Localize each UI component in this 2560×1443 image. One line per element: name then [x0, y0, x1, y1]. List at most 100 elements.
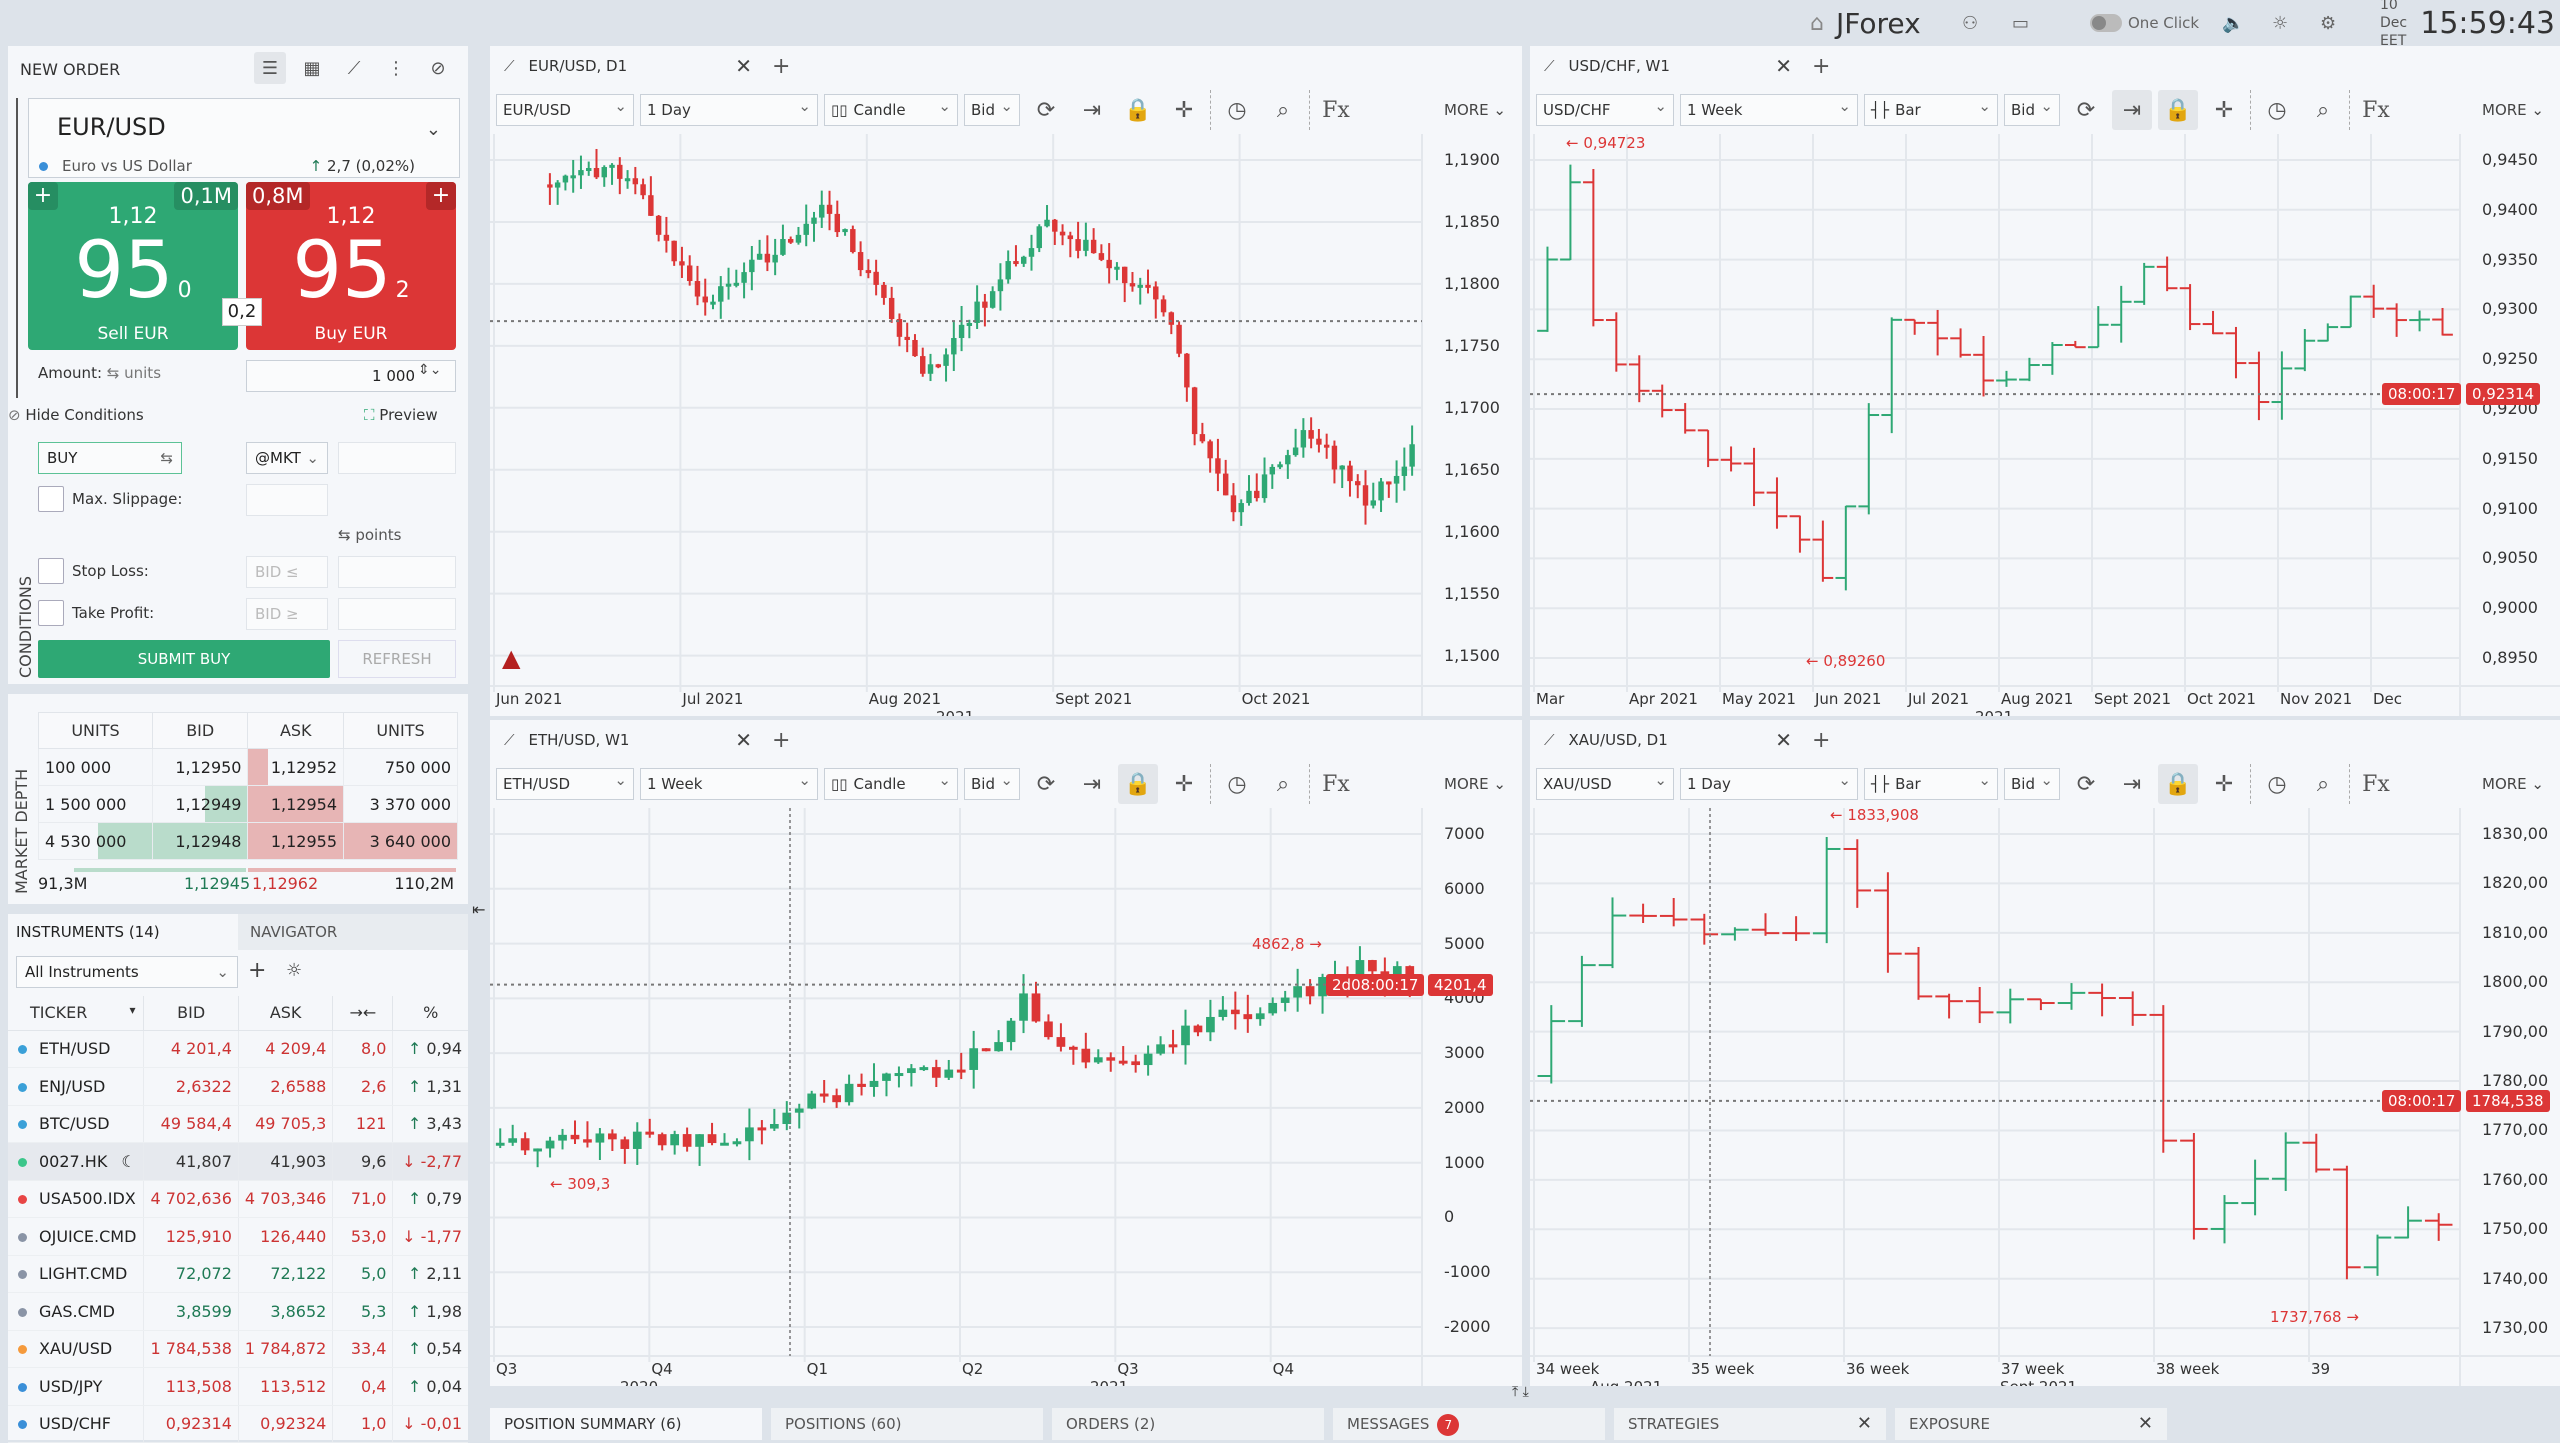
side-field[interactable]: BUY ⇆	[38, 442, 182, 474]
order-settings-icon[interactable]: ☰	[254, 52, 286, 84]
one-click-toggle[interactable]: One Click	[2090, 0, 2199, 46]
theme-icon[interactable]: ☼	[2272, 12, 2289, 34]
chat-icon[interactable]: ▭	[2012, 12, 2030, 34]
chart-type-select[interactable]: ▯▯ Candle	[824, 765, 958, 800]
stop-loss-points-input[interactable]	[338, 556, 456, 588]
plus-icon[interactable]: +	[28, 182, 58, 210]
chart-plot[interactable]: 7000 6000 5000 4000 3000 2000 1000 0 -1000 -2000 Q…	[490, 808, 1522, 1386]
col-bid[interactable]: BID	[143, 996, 239, 1031]
clock-icon[interactable]: ◷	[1227, 97, 1247, 123]
refresh-icon[interactable]: ⟳	[1036, 97, 1056, 123]
price-chart[interactable]	[1530, 808, 2560, 1386]
toggle-switch[interactable]	[2090, 14, 2122, 32]
close-icon[interactable]: ✕	[1856, 1413, 1872, 1434]
refresh-icon[interactable]: ⟳	[1036, 771, 1056, 797]
indicators-icon[interactable]: Fx	[1322, 771, 1350, 797]
price-chart[interactable]	[490, 808, 1522, 1386]
period-select[interactable]: 1 Day	[1680, 765, 1858, 800]
more-vert-icon[interactable]: ⋮	[387, 57, 405, 79]
tab-strategies[interactable]: STRATEGIES ✕	[1614, 1408, 1886, 1440]
chart-type-select[interactable]: ┤├ Bar	[1864, 91, 1998, 126]
instrument-row[interactable]: GAS.CMD 3,8599 3,8652 5,3 ↑ 1,98	[8, 1292, 468, 1331]
take-profit-checkbox[interactable]	[38, 600, 64, 626]
order-type-select[interactable]: @MKT ⌄	[246, 442, 328, 474]
side-select[interactable]: Bid	[2004, 91, 2060, 126]
hide-conditions-toggle[interactable]: ⊘ Hide Conditions	[8, 406, 144, 424]
add-tab-icon[interactable]: +	[772, 727, 791, 753]
collapse-handle-icon[interactable]: ⇤	[472, 900, 486, 919]
close-icon[interactable]: ✕	[1775, 728, 1792, 752]
lock-icon[interactable]: 🔒	[2158, 764, 2198, 804]
instrument-row[interactable]: ETH/USD 4 201,4 4 209,4 8,0 ↑ 0,94	[8, 1030, 468, 1068]
crosshair-icon[interactable]: ✛	[1174, 771, 1194, 797]
depth-row[interactable]: 1 500 000 1,12949 1,12954 3 370 000	[38, 785, 458, 823]
submit-buy-button[interactable]: SUBMIT BUY	[38, 640, 330, 678]
close-icon[interactable]: ✕	[1775, 54, 1792, 78]
period-select[interactable]: 1 Day	[640, 91, 818, 126]
crosshair-icon[interactable]: ✛	[2214, 771, 2234, 797]
tab-instruments[interactable]: INSTRUMENTS (14)	[8, 914, 230, 950]
gear-icon[interactable]: ⚙	[2320, 12, 2337, 34]
swap-icon[interactable]: ⇆	[106, 364, 125, 382]
instrument-select[interactable]: EUR/USD	[496, 91, 634, 126]
zoom-icon[interactable]: ⌕	[2316, 771, 2330, 797]
hide-icon[interactable]: ⊘	[430, 57, 446, 79]
zoom-icon[interactable]: ⌕	[2316, 97, 2330, 123]
buy-button[interactable]: 0,8M + 1,12 95 2 Buy EUR	[246, 182, 456, 350]
preview-button[interactable]: ⛶ Preview	[364, 406, 438, 424]
chart-icon[interactable]: ⟋	[347, 57, 361, 79]
close-icon[interactable]: ✕	[735, 54, 752, 78]
lock-icon[interactable]: 🔒	[1124, 97, 1152, 123]
plus-icon[interactable]: +	[426, 182, 456, 210]
price-input[interactable]	[338, 442, 456, 474]
chart-tab[interactable]: ⟋ USD/CHF, W1 ✕ +	[1530, 46, 1830, 86]
instrument-row[interactable]: LIGHT.CMD 72,072 72,122 5,0 ↑ 2,11	[8, 1255, 468, 1293]
crosshair-icon[interactable]: ✛	[2214, 97, 2234, 123]
more-menu[interactable]: MORE ⌄	[2482, 775, 2544, 793]
side-select[interactable]: Bid	[964, 91, 1020, 126]
slippage-input[interactable]	[246, 484, 328, 516]
col-ticker[interactable]: TICKER ▾	[8, 996, 145, 1031]
indicators-icon[interactable]: Fx	[2362, 97, 2390, 123]
col-pct[interactable]: %	[392, 996, 468, 1031]
more-menu[interactable]: MORE ⌄	[1444, 775, 1506, 793]
add-instrument-icon[interactable]: +	[248, 958, 267, 983]
stop-loss-price-input[interactable]: BID ≤	[246, 556, 328, 588]
tab-messages[interactable]: MESSAGES 7	[1333, 1408, 1605, 1440]
max-slippage-checkbox[interactable]	[38, 486, 64, 512]
chart-plot[interactable]: 1830,00 1820,00 1810,00 1800,00 1790,00 1780,…	[1530, 808, 2560, 1386]
instrument-row[interactable]: XAU/USD 1 784,538 1 784,872 33,4 ↑ 0,54	[8, 1330, 468, 1368]
add-tab-icon[interactable]: +	[1812, 53, 1831, 79]
clock-icon[interactable]: ◷	[1227, 771, 1247, 797]
take-profit-price-input[interactable]: BID ≥	[246, 598, 328, 630]
amount-input[interactable]: 1 000	[246, 360, 456, 392]
swap-icon[interactable]: ⇆	[160, 449, 173, 467]
slider-track[interactable]	[16, 98, 18, 398]
close-icon[interactable]: ✕	[2137, 1413, 2153, 1434]
lock-icon[interactable]: 🔒	[2158, 90, 2198, 130]
crosshair-icon[interactable]: ✛	[1174, 97, 1194, 123]
points-toggle[interactable]: ⇆ points	[338, 526, 402, 544]
chart-plot[interactable]: 1,1900 1,1850 1,1800 1,1750 1,1700 1,1650 1,16…	[490, 134, 1522, 716]
calculator-icon[interactable]: ▦	[303, 57, 321, 79]
tab-exposure[interactable]: EXPOSURE ✕	[1895, 1408, 2167, 1440]
price-chart[interactable]	[490, 134, 1522, 716]
zoom-icon[interactable]: ⌕	[1276, 771, 1290, 797]
brand[interactable]: ⌂ JForex	[1810, 6, 1921, 40]
instrument-selector[interactable]: EUR/USD ⌄ Euro vs US Dollar ↑ 2,7 (0,02%…	[28, 98, 460, 178]
clock-icon[interactable]: ◷	[2267, 771, 2287, 797]
instrument-row[interactable]: USD/JPY 113,508 113,512 0,4 ↑ 0,04	[8, 1367, 468, 1406]
settings-sun-icon[interactable]: ☼	[286, 960, 303, 981]
user-icon[interactable]: ⚇	[1962, 12, 1979, 34]
refresh-icon[interactable]: ⟳	[2076, 771, 2096, 797]
take-profit-points-input[interactable]	[338, 598, 456, 630]
period-select[interactable]: 1 Week	[640, 765, 818, 800]
lock-icon[interactable]: 🔒	[1118, 764, 1158, 804]
instrument-row[interactable]: USA500.IDX 4 702,636 4 703,346 71,0 ↑ 0,79	[8, 1180, 468, 1218]
indicators-icon[interactable]: Fx	[1322, 97, 1350, 123]
mute-icon[interactable]: 🔈	[2222, 12, 2245, 34]
tab-positions[interactable]: POSITIONS (60)	[771, 1408, 1043, 1440]
chart-tab[interactable]: ⟋ XAU/USD, D1 ✕ +	[1530, 720, 1830, 760]
chart-plot[interactable]: 0,9450 0,9400 0,9350 0,9300 0,9250 0,9200 0,91…	[1530, 134, 2560, 716]
maximize-bottom-icon[interactable]: ⤒ ⤓	[1512, 1384, 1529, 1400]
